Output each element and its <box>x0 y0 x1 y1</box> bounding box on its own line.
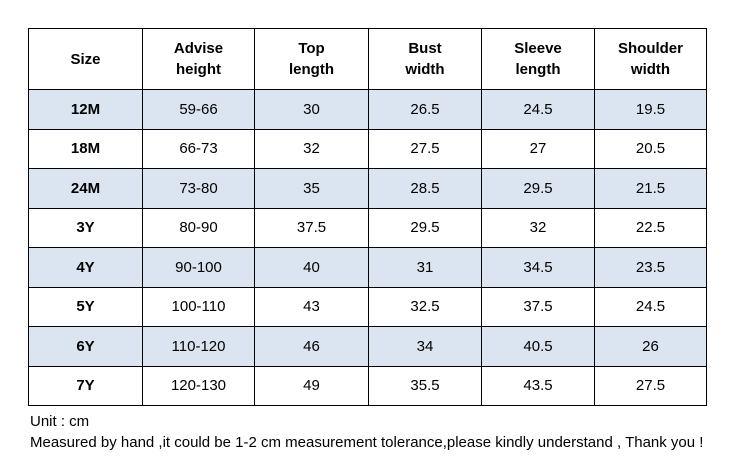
value-cell: 66-73 <box>142 128 255 169</box>
table-row: 3Y 80-90 37.5 29.5 32 22.5 <box>28 207 707 248</box>
table-row: 7Y 120-130 49 35.5 43.5 27.5 <box>28 365 707 406</box>
value-cell: 43 <box>254 286 369 327</box>
size-chart: Size Advise height Top length Bust width Sleeve… <box>28 28 707 406</box>
size-cell: 3Y <box>28 207 143 248</box>
value-cell: 29.5 <box>368 207 482 248</box>
header-line: Bust <box>408 40 442 57</box>
table-row: 12M 59-66 30 26.5 24.5 19.5 <box>28 89 707 130</box>
header-line: Sleeve <box>514 40 562 57</box>
value-cell: 46 <box>254 326 369 367</box>
header-cell: Shoulder width <box>594 28 707 90</box>
header-row: Size Advise height Top length Bust width Sleeve… <box>28 28 707 90</box>
value-cell: 20.5 <box>594 128 707 169</box>
size-cell: 4Y <box>28 247 143 288</box>
value-cell: 21.5 <box>594 168 707 209</box>
value-cell: 27 <box>481 128 595 169</box>
value-cell: 30 <box>254 89 369 130</box>
header-line: height <box>176 61 221 78</box>
header-cell: Bust width <box>368 28 482 90</box>
value-cell: 34 <box>368 326 482 367</box>
value-cell: 59-66 <box>142 89 255 130</box>
table-row: 4Y 90-100 40 31 34.5 23.5 <box>28 247 707 288</box>
value-cell: 22.5 <box>594 207 707 248</box>
value-cell: 35.5 <box>368 365 482 406</box>
value-cell: 29.5 <box>481 168 595 209</box>
value-cell: 35 <box>254 168 369 209</box>
value-cell: 27.5 <box>368 128 482 169</box>
unit-note: Unit : cm <box>30 413 90 430</box>
header-line: Size <box>70 50 101 68</box>
value-cell: 34.5 <box>481 247 595 288</box>
value-cell: 32 <box>481 207 595 248</box>
header-cell: Sleeve length <box>481 28 595 90</box>
value-cell: 28.5 <box>368 168 482 209</box>
value-cell: 110-120 <box>142 326 255 367</box>
size-table: Size Advise height Top length Bust width Sleeve… <box>28 28 707 406</box>
size-cell: 12M <box>28 89 143 130</box>
value-cell: 37.5 <box>481 286 595 327</box>
size-cell: 6Y <box>28 326 143 367</box>
value-cell: 40 <box>254 247 369 288</box>
value-cell: 37.5 <box>254 207 369 248</box>
table-row: 24M 73-80 35 28.5 29.5 21.5 <box>28 168 707 209</box>
header-line: Shoulder <box>617 40 683 57</box>
header-line: Advise <box>173 40 224 57</box>
header-line: width <box>405 61 445 78</box>
value-cell: 120-130 <box>142 365 255 406</box>
table-body: 12M 59-66 30 26.5 24.5 19.5 18M 66-73 32 27.5 27 20… <box>28 89 707 406</box>
table-row: 6Y 110-120 46 34 40.5 26 <box>28 326 707 367</box>
value-cell: 26.5 <box>368 89 482 130</box>
size-cell: 7Y <box>28 365 143 406</box>
value-cell: 100-110 <box>142 286 255 327</box>
header-line: length <box>289 61 334 78</box>
header-cell: Advise height <box>142 28 255 90</box>
size-cell: 5Y <box>28 286 143 327</box>
value-cell: 40.5 <box>481 326 595 367</box>
value-cell: 26 <box>594 326 707 367</box>
value-cell: 19.5 <box>594 89 707 130</box>
header-line: width <box>630 61 671 78</box>
tolerance-note: Measured by hand ,it could be 1-2 cm mea… <box>30 434 704 451</box>
value-cell: 31 <box>368 247 482 288</box>
value-cell: 73-80 <box>142 168 255 209</box>
value-cell: 24.5 <box>594 286 707 327</box>
value-cell: 80-90 <box>142 207 255 248</box>
value-cell: 23.5 <box>594 247 707 288</box>
table-row: 18M 66-73 32 27.5 27 20.5 <box>28 128 707 169</box>
value-cell: 32 <box>254 128 369 169</box>
size-cell: 18M <box>28 128 143 169</box>
value-cell: 32.5 <box>368 286 482 327</box>
value-cell: 90-100 <box>142 247 255 288</box>
value-cell: 24.5 <box>481 89 595 130</box>
header-line: length <box>515 61 561 78</box>
header-cell: Top length <box>254 28 369 90</box>
size-cell: 24M <box>28 168 143 209</box>
value-cell: 27.5 <box>594 365 707 406</box>
value-cell: 43.5 <box>481 365 595 406</box>
header-line: Top <box>298 40 325 57</box>
table-row: 5Y 100-110 43 32.5 37.5 24.5 <box>28 286 707 327</box>
header-cell: Size <box>28 28 143 90</box>
value-cell: 49 <box>254 365 369 406</box>
